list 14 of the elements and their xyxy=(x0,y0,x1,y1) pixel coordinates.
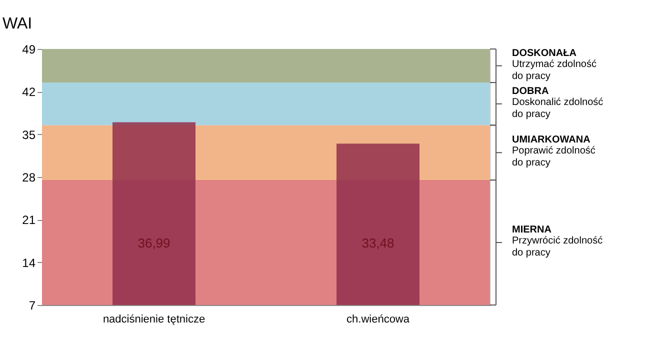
y-tick-label: 28 xyxy=(22,170,36,184)
y-tick-label: 7 xyxy=(28,298,36,312)
text: DOSKONAŁA Utrzymać zdolność do pracy xyxy=(512,48,596,82)
text: DOBRA Doskonalić zdolność do pracy xyxy=(512,86,604,120)
y-tick-label: 42 xyxy=(22,85,36,100)
y-tick-label: 35 xyxy=(22,128,36,142)
x-tick-label: ch.wieńcowa xyxy=(346,314,410,326)
text: UMIARKOWANA Poprawić zdolność do pracy xyxy=(512,134,596,169)
y-tick-label: 14 xyxy=(22,256,36,270)
x-tick-label: nadciśnienie tętnicze xyxy=(102,314,206,326)
y-axis-title: WAI xyxy=(2,16,32,32)
text: MIERNA Przywrócić zdolność do pracy xyxy=(512,224,603,259)
y-tick-label: 21 xyxy=(22,213,36,228)
y-tick-label: 49 xyxy=(22,42,36,56)
